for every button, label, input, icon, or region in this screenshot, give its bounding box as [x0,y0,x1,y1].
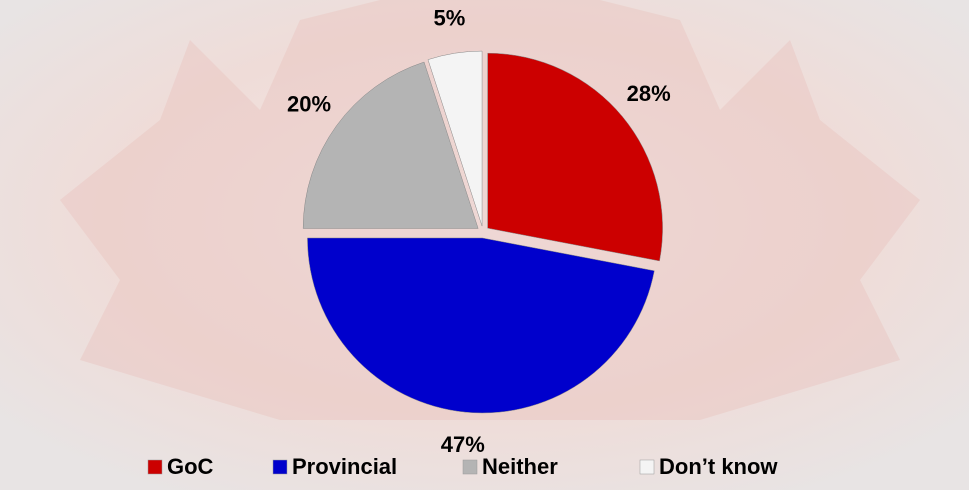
pie-slice [427,50,483,227]
legend-label: GoC [167,454,214,479]
legend-marker [272,459,288,475]
data-label: 28% [627,81,671,106]
legend-marker [147,459,163,475]
data-label: 5% [433,5,465,30]
legend-label: Neither [482,454,558,479]
legend-marker [639,459,655,475]
pie-slice [307,237,655,414]
pie-slice [487,52,663,262]
legend-marker [462,459,478,475]
legend-label: Provincial [292,454,397,479]
data-label: 20% [287,91,331,116]
pie-slice [302,61,479,229]
legend-label: Don’t know [659,454,778,479]
data-label: 47% [441,432,485,457]
